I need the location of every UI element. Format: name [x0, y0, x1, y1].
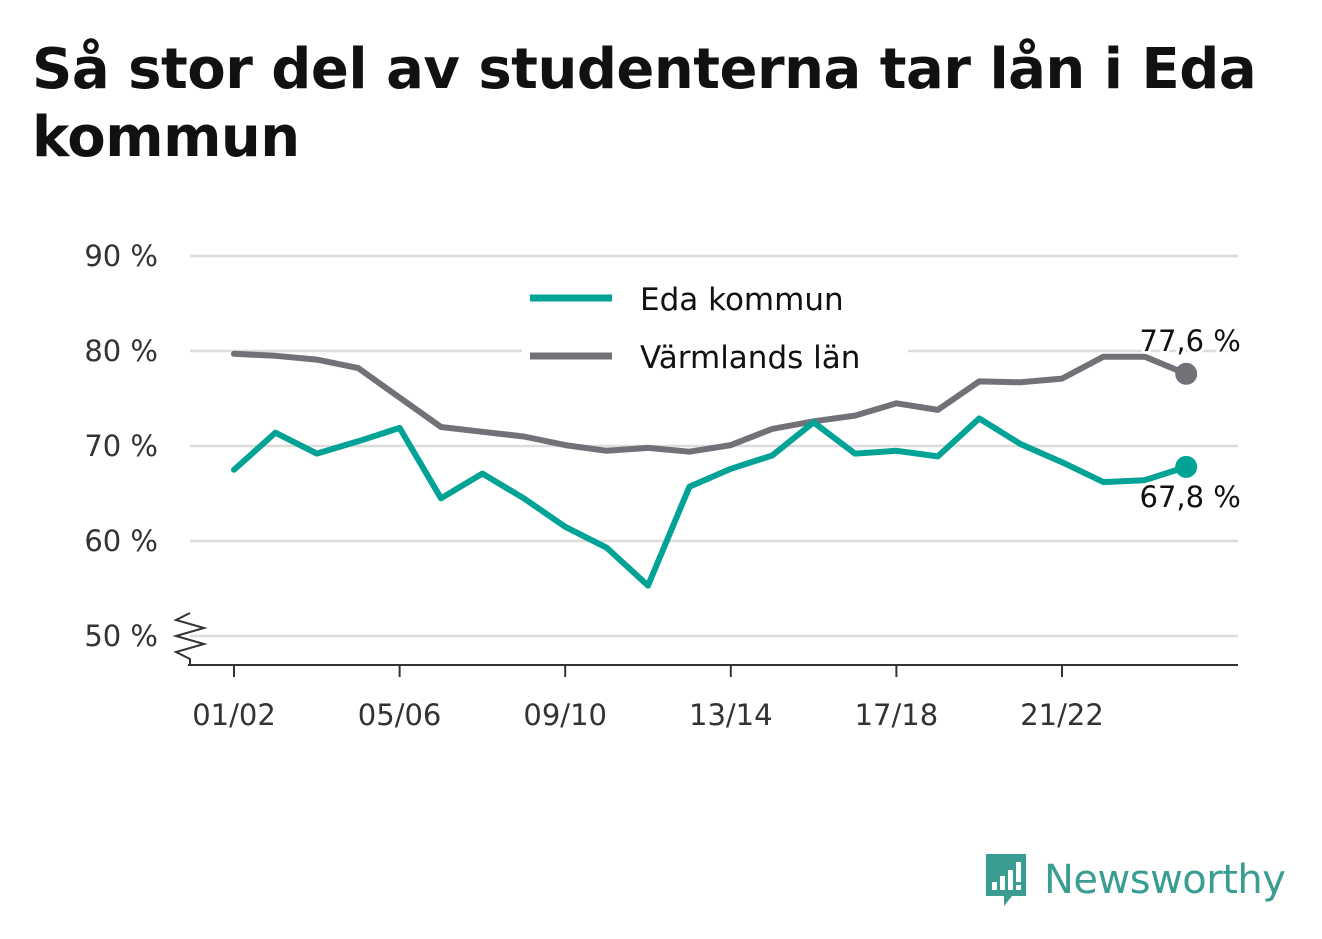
- y-tick-label: 80 %: [84, 334, 158, 368]
- x-tick-label: 13/14: [689, 698, 773, 732]
- y-tick-label: 60 %: [84, 524, 158, 558]
- end-label-eda-kommun: 67,8 %: [1140, 480, 1241, 514]
- chart-title: Så stor del av studenterna tar lån i Eda…: [32, 37, 1257, 170]
- x-tick-label: 05/06: [358, 698, 442, 732]
- end-point-varmlands-lan: [1175, 362, 1198, 385]
- series-line-eda-kommun: [231, 415, 1190, 589]
- series-layer: [231, 350, 1198, 589]
- x-tick-label: 01/02: [192, 698, 276, 732]
- x-axis: 01/02 05/06 09/10 13/14 17/18 21/22: [188, 664, 1238, 732]
- bar-chart-speech-bubble-icon: [986, 854, 1026, 906]
- legend-background: [522, 326, 908, 376]
- legend-label: Värmlands län: [640, 340, 860, 376]
- y-tick-label: 70 %: [84, 429, 158, 463]
- y-axis: 50 % 60 % 70 % 80 % 90 %: [84, 239, 208, 665]
- axis-break-icon: [172, 612, 208, 665]
- x-tick-label: 21/22: [1020, 698, 1104, 732]
- legend-label: Eda kommun: [640, 282, 844, 318]
- x-tick-label: 17/18: [855, 698, 939, 732]
- end-label-varmlands-lan: 77,6 %: [1140, 324, 1241, 358]
- legend-background: [522, 268, 908, 318]
- y-tick-label: 50 %: [84, 619, 158, 653]
- x-tick-label: 09/10: [523, 698, 607, 732]
- newsworthy-brand: Newsworthy: [982, 850, 1286, 910]
- y-tick-label: 90 %: [84, 239, 158, 273]
- legend: Eda kommun Värmlands län: [522, 268, 908, 376]
- end-point-eda-kommun: [1175, 455, 1198, 478]
- series-line-varmlands-lan: [231, 350, 1190, 455]
- end-labels: 67,8 % 77,6 %: [1137, 321, 1244, 517]
- brand-name: Newsworthy: [1044, 857, 1286, 903]
